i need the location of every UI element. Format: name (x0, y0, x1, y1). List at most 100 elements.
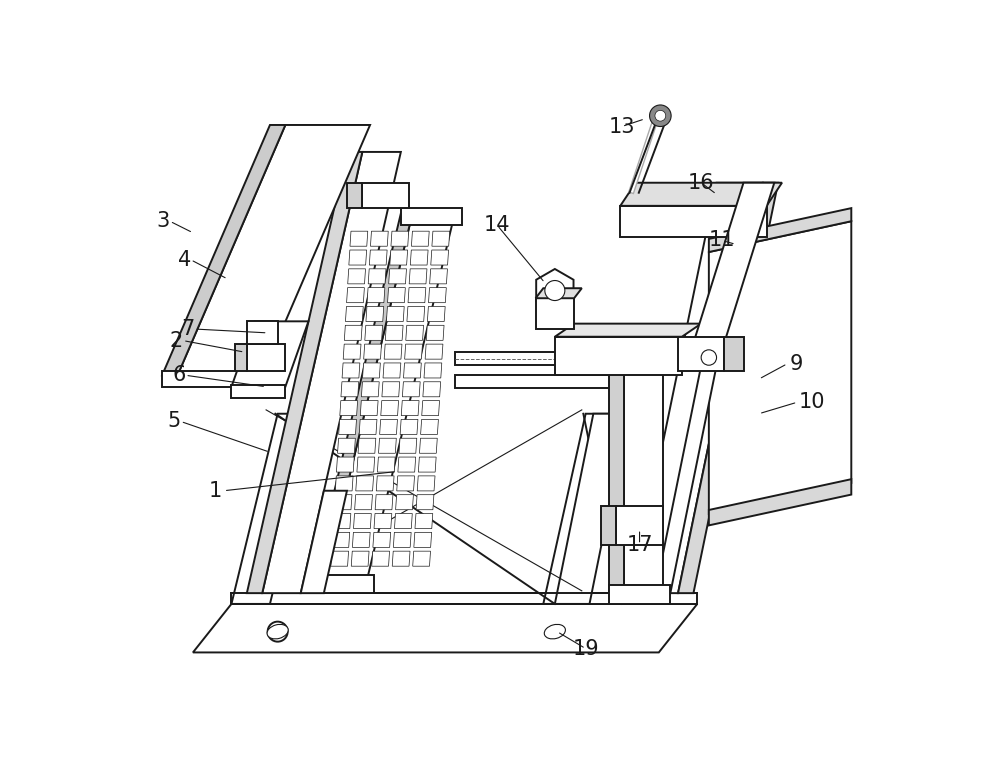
Polygon shape (373, 533, 391, 547)
Text: 5: 5 (168, 411, 181, 432)
Polygon shape (375, 495, 393, 510)
Polygon shape (555, 337, 682, 375)
Text: 17: 17 (626, 535, 653, 554)
Polygon shape (336, 457, 354, 472)
Polygon shape (536, 298, 574, 329)
Polygon shape (360, 401, 378, 415)
Text: 19: 19 (573, 638, 599, 659)
Polygon shape (162, 125, 285, 375)
Polygon shape (543, 414, 624, 604)
Polygon shape (385, 325, 403, 340)
Polygon shape (388, 288, 405, 303)
Polygon shape (394, 513, 412, 529)
Polygon shape (616, 506, 663, 544)
Polygon shape (392, 551, 410, 566)
Polygon shape (339, 419, 356, 435)
Text: 1: 1 (208, 481, 222, 501)
Ellipse shape (267, 625, 288, 639)
Polygon shape (381, 401, 399, 415)
Polygon shape (397, 476, 415, 491)
Circle shape (545, 280, 565, 300)
Polygon shape (455, 352, 632, 365)
Polygon shape (324, 214, 455, 583)
Polygon shape (365, 325, 383, 340)
Polygon shape (376, 476, 394, 491)
Polygon shape (352, 533, 370, 547)
Polygon shape (357, 457, 375, 472)
Polygon shape (686, 183, 774, 367)
Polygon shape (350, 231, 368, 246)
Polygon shape (364, 344, 381, 359)
Polygon shape (429, 288, 446, 303)
Text: 13: 13 (609, 117, 635, 137)
Polygon shape (341, 382, 359, 397)
Polygon shape (431, 250, 449, 265)
Polygon shape (333, 513, 351, 529)
Polygon shape (399, 438, 417, 453)
Polygon shape (555, 323, 701, 337)
Polygon shape (426, 325, 444, 340)
Polygon shape (414, 533, 432, 547)
Circle shape (650, 105, 671, 127)
Polygon shape (405, 344, 422, 359)
Polygon shape (359, 419, 377, 435)
Polygon shape (262, 152, 401, 593)
Polygon shape (344, 325, 362, 340)
Polygon shape (678, 183, 778, 593)
Polygon shape (193, 604, 697, 652)
Polygon shape (231, 385, 285, 398)
Text: 7: 7 (181, 319, 195, 339)
Text: 2: 2 (170, 330, 183, 350)
Text: 10: 10 (799, 392, 825, 412)
Polygon shape (370, 231, 388, 246)
Circle shape (655, 110, 666, 121)
Polygon shape (536, 269, 574, 312)
Polygon shape (367, 288, 385, 303)
Polygon shape (424, 363, 442, 378)
Polygon shape (624, 360, 663, 593)
Polygon shape (305, 575, 312, 593)
Polygon shape (379, 438, 396, 453)
Polygon shape (377, 457, 395, 472)
Polygon shape (408, 288, 426, 303)
Polygon shape (401, 208, 462, 225)
Polygon shape (351, 551, 369, 566)
Polygon shape (358, 438, 376, 453)
Polygon shape (231, 321, 308, 387)
Polygon shape (384, 344, 402, 359)
Polygon shape (455, 375, 632, 388)
Polygon shape (247, 152, 362, 593)
Polygon shape (678, 337, 724, 371)
Polygon shape (620, 206, 767, 237)
Text: 11: 11 (709, 231, 735, 250)
Polygon shape (338, 438, 355, 453)
Polygon shape (421, 419, 438, 435)
Polygon shape (417, 476, 435, 491)
Polygon shape (347, 288, 364, 303)
Polygon shape (355, 495, 372, 510)
Polygon shape (709, 479, 851, 526)
Polygon shape (390, 250, 408, 265)
Polygon shape (372, 551, 390, 566)
Polygon shape (423, 382, 441, 397)
Polygon shape (430, 269, 447, 284)
Polygon shape (312, 214, 412, 583)
Polygon shape (178, 125, 370, 375)
Polygon shape (335, 476, 353, 491)
Polygon shape (413, 551, 430, 566)
Polygon shape (301, 491, 347, 593)
Polygon shape (354, 513, 371, 529)
Polygon shape (724, 337, 744, 371)
Polygon shape (343, 344, 361, 359)
Polygon shape (231, 593, 697, 604)
Polygon shape (404, 363, 421, 378)
Polygon shape (363, 363, 380, 378)
Polygon shape (396, 495, 413, 510)
Polygon shape (555, 414, 628, 604)
Polygon shape (162, 371, 270, 387)
Polygon shape (348, 269, 366, 284)
Polygon shape (419, 438, 437, 453)
Polygon shape (400, 419, 418, 435)
Polygon shape (362, 183, 409, 208)
Polygon shape (655, 252, 740, 593)
